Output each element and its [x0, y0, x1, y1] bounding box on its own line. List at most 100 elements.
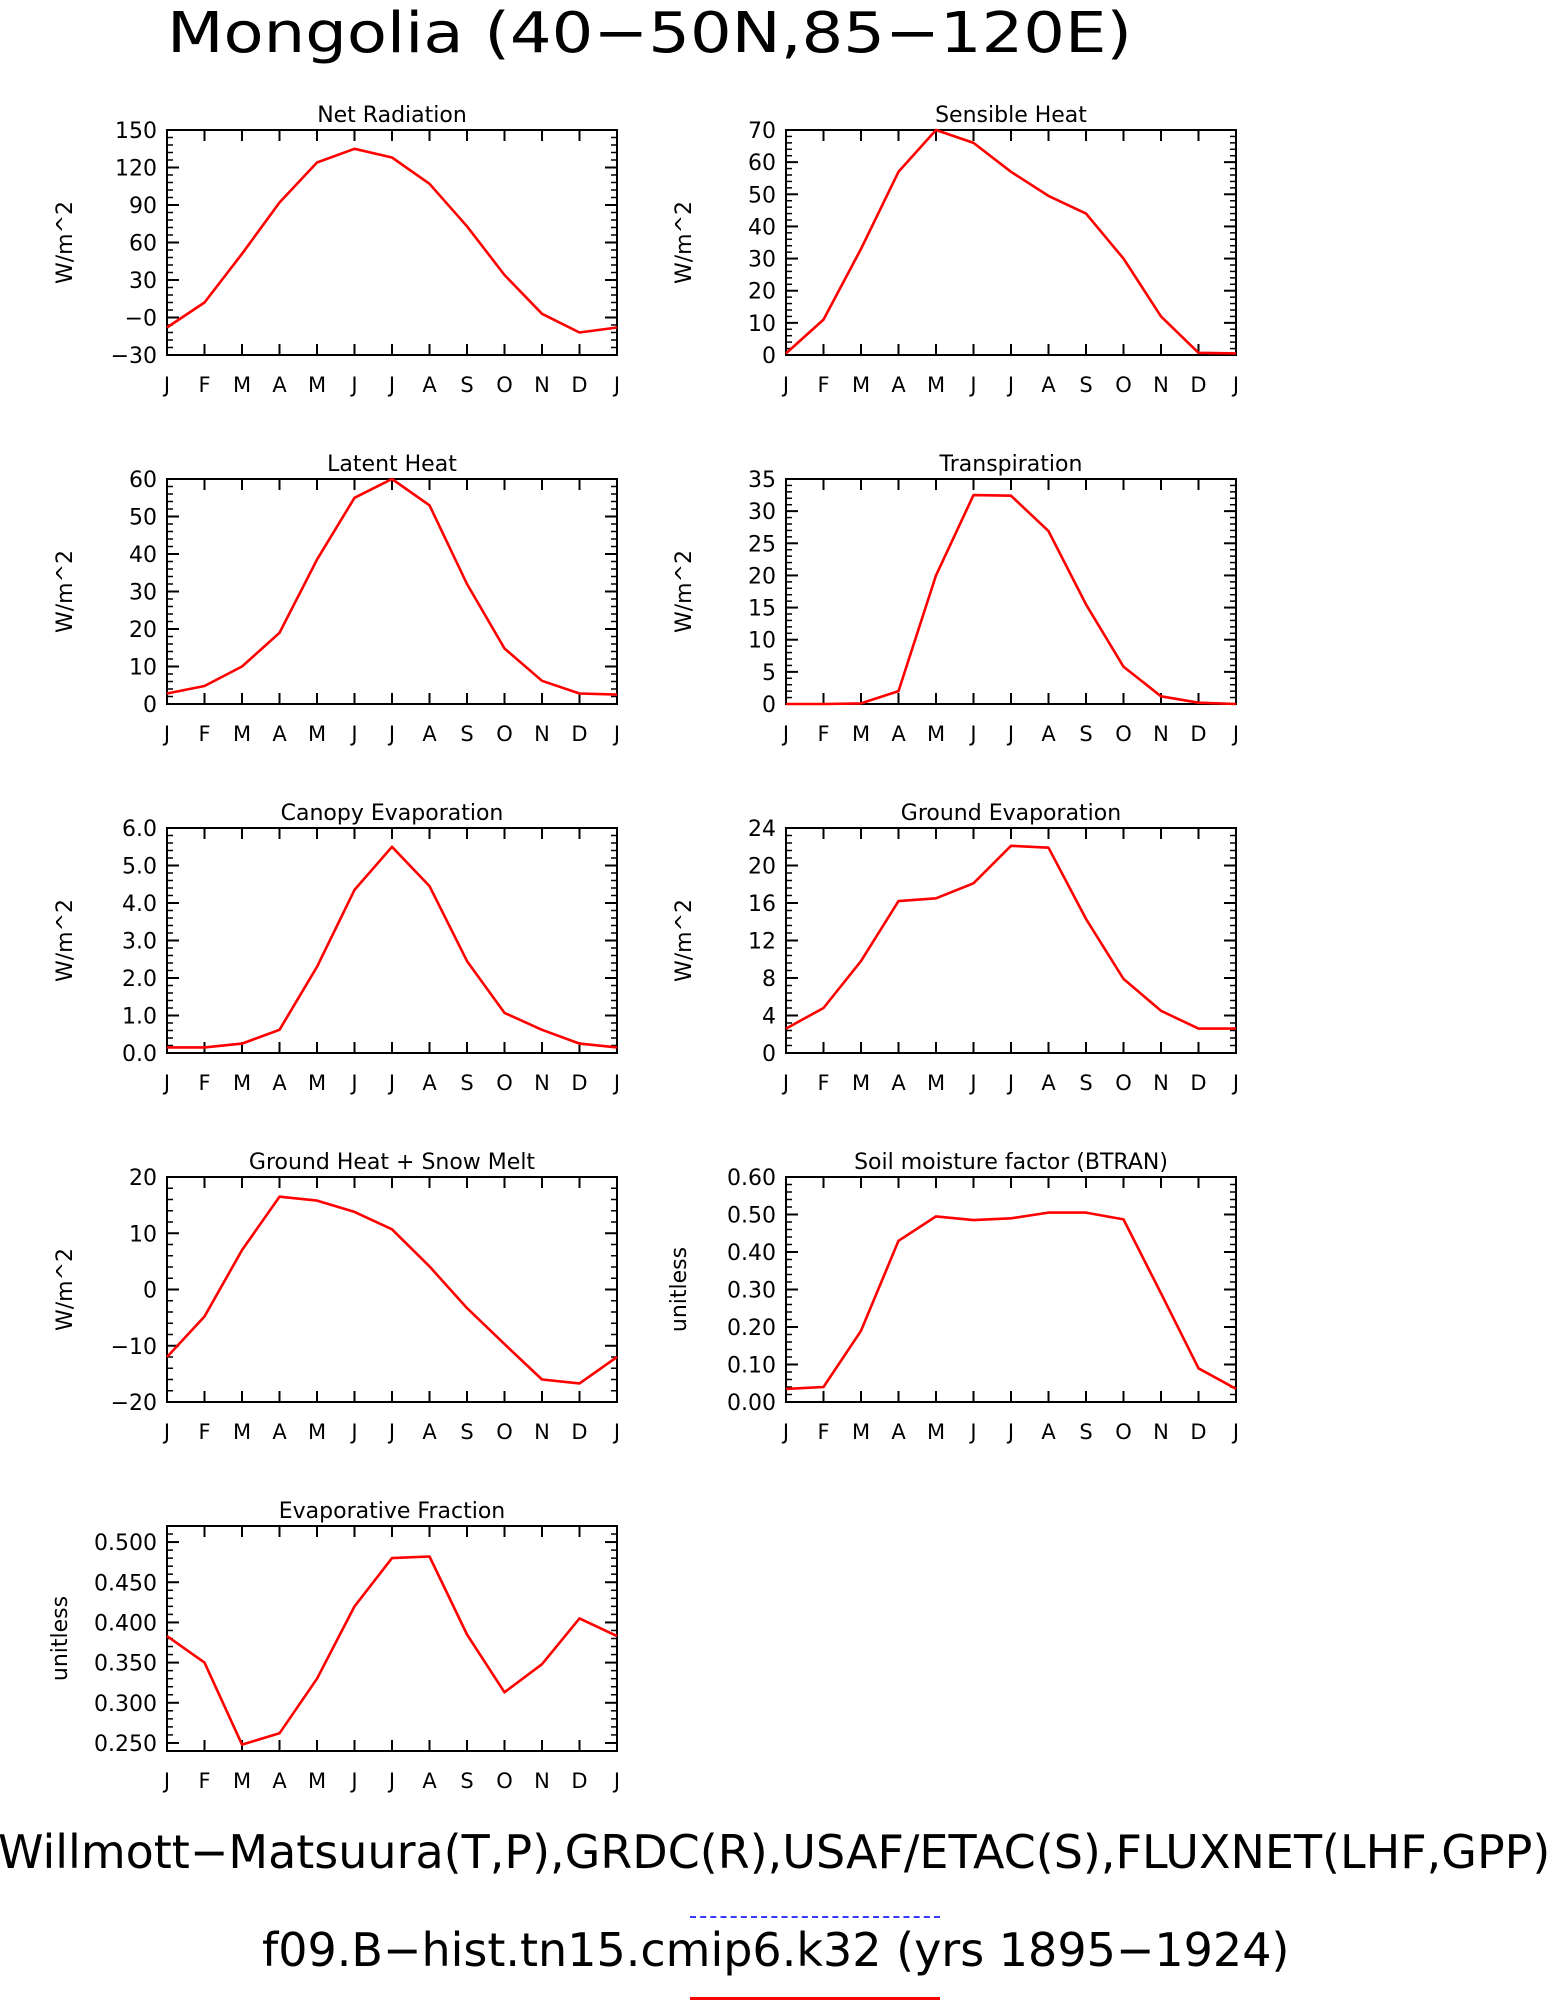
x-tick-label: J — [162, 1769, 170, 1793]
x-tick-label: A — [1041, 1071, 1056, 1095]
x-tick-label: D — [571, 722, 587, 746]
series-line — [166, 147, 618, 334]
x-tick-label: S — [460, 1071, 473, 1095]
x-tick-label: J — [781, 722, 789, 746]
x-tick-label: S — [1079, 1420, 1092, 1444]
y-tick-label: 20 — [748, 564, 776, 589]
x-tick-label: A — [272, 722, 287, 746]
plot-frame — [785, 129, 1237, 356]
x-tick-label: F — [198, 1769, 210, 1793]
x-tick-label: A — [272, 1071, 287, 1095]
y-tick-label: 0.40 — [727, 1241, 776, 1266]
y-tick-label: 24 — [748, 817, 776, 842]
x-tick-label: A — [891, 1420, 906, 1444]
page-title: Mongolia (40−50N,85−120E) — [167, 1, 1132, 66]
panel-title: Canopy Evaporation — [281, 801, 504, 826]
x-tick-label: F — [817, 373, 829, 397]
y-axis-label: W/m^2 — [53, 899, 78, 982]
x-tick-label: J — [781, 373, 789, 397]
panel-title: Ground Heat + Snow Melt — [249, 1150, 536, 1175]
x-tick-label: D — [571, 1420, 587, 1444]
y-axis-label: unitless — [48, 1596, 73, 1681]
y-tick-label: 0 — [143, 1279, 157, 1304]
x-tick-label: S — [1079, 1071, 1092, 1095]
x-tick-label: J — [1006, 722, 1014, 746]
y-tick-label: 16 — [748, 892, 776, 917]
plot-frame — [785, 478, 1237, 705]
y-tick-label: 0.250 — [94, 1732, 157, 1757]
series-line — [166, 477, 618, 696]
x-tick-label: M — [927, 1071, 945, 1095]
y-tick-label: 0.50 — [727, 1204, 776, 1229]
x-tick-label: M — [927, 1420, 945, 1444]
x-tick-label: A — [422, 1420, 437, 1444]
y-axis-label: W/m^2 — [53, 201, 78, 284]
x-tick-label: J — [968, 1071, 976, 1095]
y-axis-label: W/m^2 — [672, 550, 697, 633]
y-tick-label: 10 — [129, 1222, 157, 1247]
x-tick-label: A — [1041, 373, 1056, 397]
x-tick-label: J — [781, 1420, 789, 1444]
y-tick-label: 12 — [748, 930, 776, 955]
y-tick-label: 0.500 — [94, 1531, 157, 1556]
x-tick-label: N — [534, 1071, 550, 1095]
x-tick-label: O — [496, 722, 513, 746]
x-tick-label: A — [891, 722, 906, 746]
y-tick-label: 30 — [748, 500, 776, 525]
y-tick-label: 50 — [748, 183, 776, 208]
y-tick-label: 0.00 — [727, 1391, 776, 1416]
footer-line-2-underline — [690, 1997, 940, 2000]
x-tick-label: S — [460, 373, 473, 397]
x-tick-label: N — [534, 1420, 550, 1444]
x-tick-label: A — [422, 1071, 437, 1095]
x-tick-label: M — [852, 1071, 870, 1095]
x-tick-label: J — [349, 1420, 357, 1444]
x-tick-label: N — [1153, 373, 1169, 397]
x-tick-label: S — [1079, 373, 1092, 397]
x-tick-label: J — [387, 1420, 395, 1444]
footer-line-1: Willmott−Matsuura(T,P),GRDC(R),USAF/ETAC… — [0, 1820, 1560, 1880]
x-tick-label: M — [233, 1420, 251, 1444]
x-tick-label: O — [1115, 1420, 1132, 1444]
y-tick-label: 50 — [129, 506, 157, 531]
y-tick-label: 70 — [748, 119, 776, 144]
y-tick-label: 0.400 — [94, 1611, 157, 1636]
y-tick-label: −30 — [111, 344, 157, 369]
x-tick-label: O — [496, 1769, 513, 1793]
x-tick-label: J — [1231, 1071, 1239, 1095]
x-tick-label: F — [198, 1071, 210, 1095]
x-tick-label: M — [852, 373, 870, 397]
x-tick-label: J — [387, 1769, 395, 1793]
x-tick-label: F — [198, 1420, 210, 1444]
plot-frame — [785, 827, 1237, 1054]
series-line — [786, 493, 1237, 706]
y-axis-label: W/m^2 — [53, 550, 78, 633]
x-tick-label: A — [272, 1420, 287, 1444]
x-tick-label: J — [162, 1071, 170, 1095]
x-tick-label: M — [233, 373, 251, 397]
plot-frame — [166, 827, 618, 1054]
x-tick-label: A — [272, 1769, 287, 1793]
x-tick-label: J — [162, 1420, 170, 1444]
x-tick-label: J — [349, 1769, 357, 1793]
footer-observations-text: Willmott−Matsuura(T,P),GRDC(R),USAF/ETAC… — [0, 1825, 1550, 1879]
panel-title: Sensible Heat — [935, 103, 1087, 128]
x-tick-label: D — [571, 1071, 587, 1095]
y-tick-label: 15 — [748, 597, 776, 622]
x-tick-label: J — [781, 1071, 789, 1095]
x-tick-label: A — [422, 722, 437, 746]
y-tick-label: 30 — [748, 248, 776, 273]
x-tick-label: J — [387, 722, 395, 746]
series-line — [785, 128, 1237, 355]
x-tick-label: O — [496, 1071, 513, 1095]
plot-frame — [166, 129, 618, 356]
series-line — [166, 1195, 618, 1385]
x-tick-label: J — [968, 1420, 976, 1444]
x-tick-label: D — [571, 1769, 587, 1793]
x-tick-label: N — [1153, 722, 1169, 746]
y-tick-label: 150 — [115, 119, 157, 144]
y-tick-label: 2.0 — [122, 967, 157, 992]
y-axis-label: W/m^2 — [672, 899, 697, 982]
y-tick-label: 0 — [762, 1042, 776, 1067]
